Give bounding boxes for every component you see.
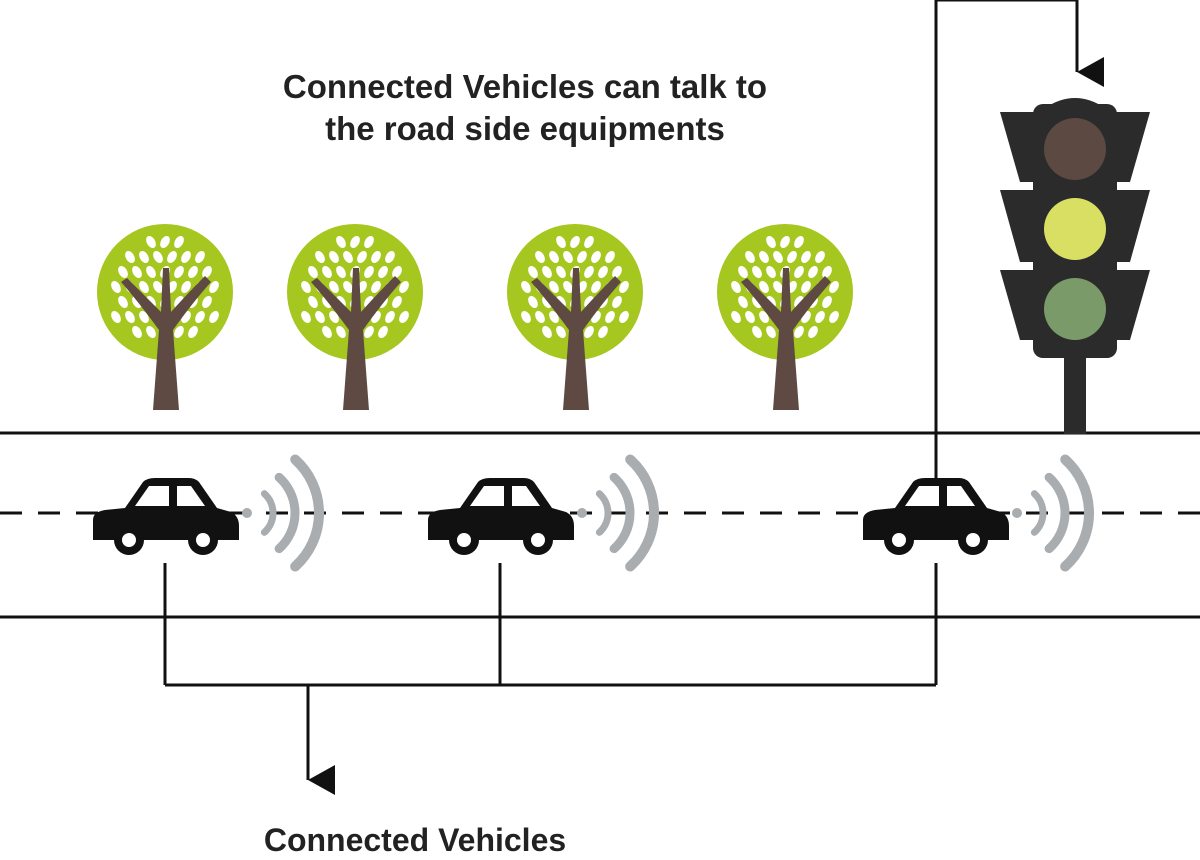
car-hub xyxy=(196,533,210,547)
traffic-light-red-lamp xyxy=(1044,118,1106,180)
car-icon xyxy=(428,478,574,555)
traffic-light-yellow-lamp xyxy=(1044,198,1106,260)
signal-wave xyxy=(260,490,277,536)
car-hub xyxy=(457,533,471,547)
traffic-light-flap xyxy=(1000,190,1040,262)
tree-trunk xyxy=(311,268,401,410)
tree-icon xyxy=(287,224,423,410)
car-window xyxy=(177,486,205,506)
signal-dot xyxy=(1012,508,1022,518)
traffic-light-green-lamp xyxy=(1044,278,1106,340)
signal-wave xyxy=(625,454,659,572)
wireless-signal-icon xyxy=(242,454,324,572)
signal-wave xyxy=(274,472,300,554)
car-hub xyxy=(966,533,980,547)
signal-wave xyxy=(609,472,635,554)
traffic-light-flap xyxy=(1000,112,1040,182)
car-window xyxy=(512,486,540,506)
tree-trunk xyxy=(741,268,831,410)
signal-wave xyxy=(1044,472,1070,554)
car-icon xyxy=(863,478,1009,555)
connection-lines xyxy=(163,0,1104,795)
signal-wave xyxy=(1060,454,1094,572)
car-window xyxy=(470,486,504,506)
car-body xyxy=(428,478,574,540)
wireless-signal-icon xyxy=(577,454,659,572)
traffic-light-icon xyxy=(1000,98,1150,434)
car-icon xyxy=(93,478,239,555)
traffic-light-flap xyxy=(1110,270,1150,340)
car-body xyxy=(863,478,1009,540)
traffic-light-flap xyxy=(1000,270,1040,340)
tree-trunk xyxy=(121,268,211,410)
signal-wave xyxy=(290,454,324,572)
car-hub xyxy=(531,533,545,547)
signal-wave xyxy=(595,490,612,536)
connected-vehicles-caption: Connected Vehicles xyxy=(263,822,567,858)
wireless-signal-icon xyxy=(1012,454,1094,572)
signal-dot xyxy=(242,508,252,518)
tree-icon xyxy=(717,224,853,410)
cars xyxy=(93,454,1094,572)
tree-icon xyxy=(97,224,233,410)
tree-icon xyxy=(507,224,643,410)
tree-trunk xyxy=(531,268,621,410)
trees xyxy=(97,224,853,410)
car-hub xyxy=(122,533,136,547)
traffic-light-pole xyxy=(1064,352,1086,434)
car-window xyxy=(135,486,169,506)
roadside-caption-line-2: the road side equipments xyxy=(325,110,725,147)
car-body xyxy=(93,478,239,540)
traffic-light-flap xyxy=(1110,112,1150,182)
car-hub xyxy=(892,533,906,547)
car-window xyxy=(947,486,975,506)
rsu-link-line xyxy=(934,0,1104,485)
signal-wave xyxy=(1030,490,1047,536)
car-window xyxy=(905,486,939,506)
roadside-caption: Connected Vehicles can talk to the road … xyxy=(200,66,850,150)
roadside-caption-line-1: Connected Vehicles can talk to xyxy=(282,68,768,105)
traffic-light-flap xyxy=(1110,190,1150,262)
signal-dot xyxy=(577,508,587,518)
